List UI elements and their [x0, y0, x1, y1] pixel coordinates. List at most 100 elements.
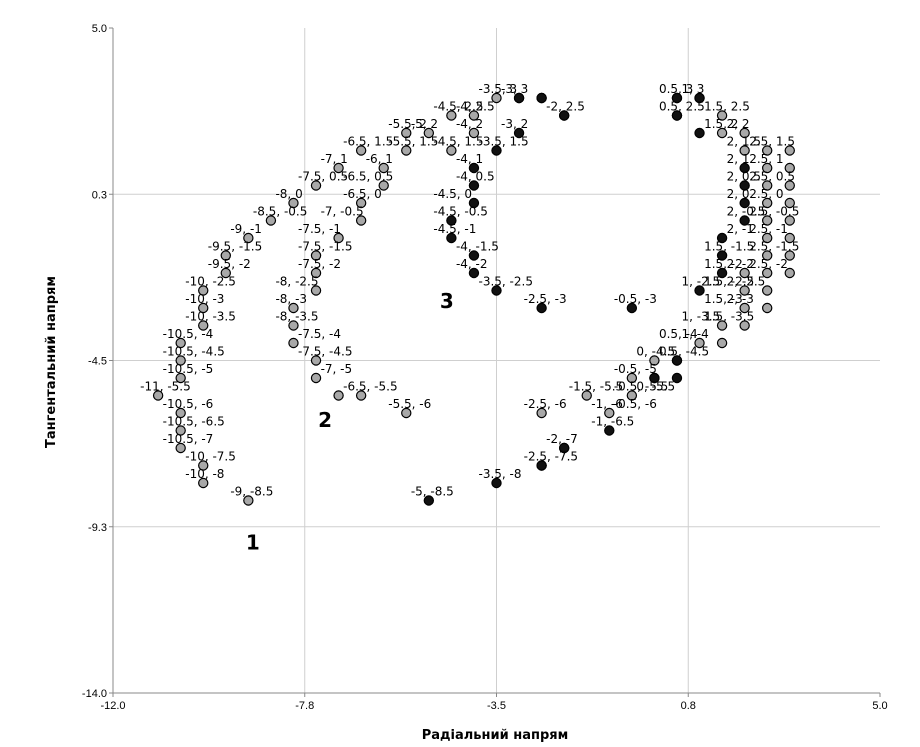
data-label: -10.5, -4.5 — [163, 345, 225, 359]
data-point-gray — [310, 267, 322, 279]
data-point-dark — [671, 110, 683, 121]
data-point-gray — [604, 407, 615, 419]
group-label: 3 — [440, 289, 454, 313]
data-label: -2.5, -3 — [524, 292, 567, 306]
data-point-gray — [762, 302, 773, 314]
data-point-dark — [468, 250, 480, 261]
data-points — [152, 92, 795, 506]
data-point-dark — [536, 460, 547, 471]
data-label: -5.5, 2 — [388, 117, 427, 131]
data-label: -10.5, -4 — [163, 327, 214, 341]
data-point-gray — [355, 390, 367, 401]
data-label: -3.5, -2.5 — [479, 275, 533, 289]
data-point-gray — [716, 337, 728, 349]
data-point-gray — [716, 127, 728, 139]
data-point-gray — [220, 250, 231, 261]
data-label: 2, -2 — [727, 257, 754, 271]
data-point-gray — [784, 180, 795, 191]
data-point-gray — [401, 145, 412, 156]
data-point-gray — [198, 285, 209, 296]
data-label: -3, 2 — [501, 117, 528, 131]
data-point-dark — [694, 127, 705, 139]
data-point-dark — [694, 92, 705, 104]
data-label: 2, -0.5 — [727, 205, 766, 219]
x-tick-label: -12.0 — [100, 700, 125, 712]
data-label: 1.5, -2.5 — [704, 275, 754, 289]
data-point-gray — [536, 407, 547, 419]
x-tick-label: 0.8 — [681, 700, 696, 712]
data-label: -6.5, 0 — [343, 187, 382, 201]
data-label: -5.5, -6 — [388, 397, 431, 411]
data-label: 1.5, 2 — [704, 117, 738, 131]
data-label: 2.5, -1 — [749, 222, 788, 236]
data-label: -4.5, -1 — [433, 222, 476, 236]
data-label: -2, -7 — [546, 432, 578, 446]
data-point-dark — [446, 215, 457, 226]
data-point-gray — [716, 320, 728, 331]
data-point-gray — [310, 180, 322, 191]
data-point-gray — [378, 162, 389, 174]
data-point-dark — [671, 355, 683, 366]
data-point-gray — [175, 442, 186, 454]
data-label: 2, -2.5 — [727, 275, 766, 289]
data-point-gray — [446, 110, 457, 121]
data-label: -4.5, 1.5 — [433, 135, 483, 149]
data-label: -5.5, 1.5 — [388, 135, 438, 149]
data-point-dark — [649, 372, 660, 384]
data-label: 0.5, -4.5 — [659, 345, 709, 359]
y-tick-label: -14.0 — [82, 688, 107, 700]
data-label: -4, 1 — [456, 152, 483, 166]
group-label: 2 — [318, 408, 332, 432]
data-point-gray — [198, 320, 209, 331]
data-point-gray — [762, 215, 773, 226]
data-point-dark — [558, 110, 570, 121]
data-label: -4, -1.5 — [456, 240, 499, 254]
data-point-gray — [468, 110, 480, 121]
data-label: -1, -6 — [591, 397, 623, 411]
data-point-dark — [513, 92, 525, 104]
data-point-dark — [739, 162, 750, 174]
data-label: 1.5, -2 — [704, 257, 743, 271]
data-label: -10, -3.5 — [185, 310, 236, 324]
data-label: -6.5, 1.5 — [343, 135, 393, 149]
data-point-gray — [581, 390, 592, 401]
data-point-gray — [220, 267, 231, 279]
data-point-gray — [762, 180, 773, 191]
data-point-gray — [784, 232, 795, 244]
data-label: -5, 2 — [411, 117, 438, 131]
data-label: 0, -4.5 — [636, 345, 675, 359]
data-point-dark — [423, 495, 435, 506]
data-point-gray — [152, 390, 164, 401]
data-label: -3.5, -8 — [479, 467, 522, 481]
y-tick-label: -4.5 — [88, 356, 107, 368]
data-point-gray — [243, 232, 254, 244]
data-point-dark — [558, 442, 570, 454]
data-point-dark — [513, 127, 525, 139]
group-labels: 1 2 3 — [246, 289, 454, 555]
data-point-dark — [716, 232, 728, 244]
data-label: -10.5, -5 — [163, 362, 214, 376]
data-label: -7.5, -2 — [298, 257, 341, 271]
data-point-dark — [671, 372, 683, 384]
data-point-gray — [468, 127, 480, 139]
data-label: -3, 3 — [501, 82, 528, 96]
data-point-gray — [288, 197, 299, 209]
data-label: -1, -6.5 — [591, 415, 634, 429]
data-label: 2, 1.5 — [727, 135, 761, 149]
data-label: -10.5, -6 — [163, 397, 214, 411]
data-label: -7.5, -1.5 — [298, 240, 352, 254]
data-label: -2.5, -6 — [524, 397, 567, 411]
y-axis-title: Тангентальний напрям — [44, 276, 59, 448]
data-label: -9, -1 — [230, 222, 262, 236]
data-point-gray — [784, 215, 795, 226]
data-point-dark — [716, 267, 728, 279]
data-point-gray — [198, 460, 209, 471]
data-label: 1, -4 — [682, 327, 709, 341]
data-point-gray — [175, 407, 186, 419]
data-point-gray — [739, 267, 750, 279]
data-label: -7.5, 0.5 — [298, 170, 348, 184]
y-tick-label: -9.3 — [88, 522, 107, 534]
data-label: 1, 3 — [682, 82, 705, 96]
data-label: -11, -5.5 — [140, 380, 191, 394]
data-point-dark — [468, 162, 480, 174]
